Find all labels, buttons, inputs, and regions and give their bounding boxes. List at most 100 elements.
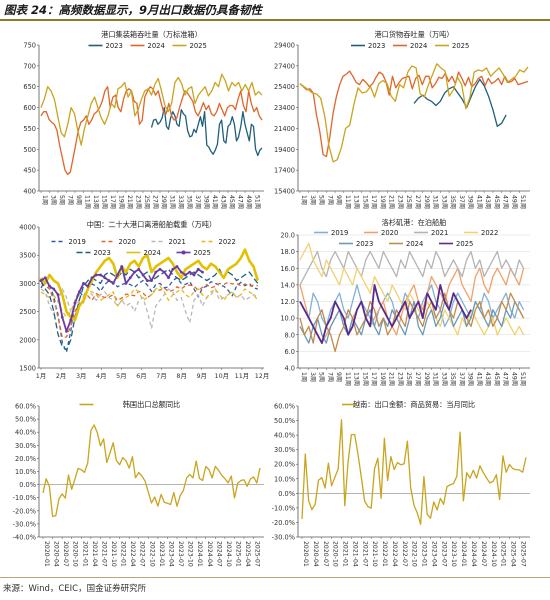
x-tick-label: 33周: [440, 372, 447, 386]
chart-title: 洛杉矶港：在泊船舶: [382, 218, 447, 227]
x-tick-label: 23周: [396, 195, 403, 209]
x-tick-label: 7周: [67, 195, 74, 205]
x-tick-label: 2024-01: [196, 541, 203, 567]
x-tick-label: 27周: [414, 195, 421, 209]
x-tick-label: 11周: [344, 195, 351, 209]
y-tick-label: -40.0%: [13, 534, 36, 542]
data-point: [124, 282, 128, 285]
y-tick-label: 4.0: [285, 365, 296, 373]
x-tick-label: 11周: [84, 195, 91, 209]
data-point: [145, 279, 149, 282]
x-tick-label: 25周: [405, 372, 412, 386]
y-tick-label: 550: [23, 125, 36, 133]
x-tick-label: 29周: [423, 195, 430, 209]
x-tick-label: 49周: [510, 372, 517, 386]
legend-label: 2025: [456, 240, 473, 248]
x-tick-label: 49周: [245, 195, 252, 209]
y-tick-label: 3500: [19, 252, 36, 260]
x-tick-label: 2021-01: [342, 541, 349, 567]
x-tick-label: 2025-04: [244, 541, 251, 567]
x-tick-label: 6月: [136, 372, 146, 380]
x-tick-label: 5周: [318, 195, 325, 205]
x-tick-label: 19周: [379, 372, 386, 386]
x-tick-label: 13周: [353, 372, 360, 386]
series-line-2024: [39, 248, 260, 322]
x-tick-label: 2025-04: [510, 541, 517, 567]
legend-label: 2019: [331, 229, 348, 237]
y-tick-label: 14.0: [280, 281, 295, 289]
data-point: [120, 265, 124, 268]
x-tick-label: 2021-10: [371, 541, 378, 567]
x-tick-label: 43周: [484, 195, 491, 209]
x-tick-label: 2020-04: [312, 541, 319, 567]
x-tick-label: 2024-01: [460, 541, 467, 567]
x-tick-label: 2024-04: [470, 541, 477, 567]
y-tick-label: 18.0: [280, 248, 295, 256]
x-tick-label: 2021-10: [110, 541, 117, 567]
series-line-2023: [413, 78, 507, 127]
y-tick-label: 20.0%: [274, 461, 295, 469]
x-tick-label: 2021-07: [100, 541, 107, 567]
series-line-2022: [299, 242, 525, 336]
y-tick-label: 450: [23, 167, 36, 175]
x-tick-label: 3周: [309, 195, 316, 205]
x-tick-label: 19周: [118, 195, 125, 209]
y-tick-label: 50.0%: [274, 417, 295, 425]
legend-label: 2020: [381, 229, 398, 237]
x-tick-label: 2023-04: [430, 541, 437, 567]
legend-label: 2021: [431, 229, 448, 237]
x-tick-label: 2024-07: [215, 541, 222, 567]
x-tick-label: 41周: [475, 195, 482, 209]
x-tick-label: 37周: [458, 372, 465, 386]
x-tick-label: 2020-10: [72, 541, 79, 567]
y-tick-label: 21400: [274, 125, 295, 133]
legend-label: 2023: [94, 249, 111, 257]
legend-label: 2023: [356, 240, 373, 248]
legend-label: 2024: [144, 249, 161, 257]
x-tick-label: 27周: [152, 195, 159, 209]
y-tick-label: -30.0%: [13, 520, 36, 528]
x-tick-label: 17周: [109, 195, 116, 209]
x-tick-label: 29周: [160, 195, 167, 209]
x-tick-label: 2023-10: [450, 541, 457, 567]
x-tick-label: 2025-07: [254, 541, 261, 567]
x-tick-label: 4月: [96, 372, 106, 380]
x-tick-label: 37周: [194, 195, 201, 209]
x-tick-label: 31周: [432, 195, 439, 209]
y-tick-label: 600: [23, 104, 36, 112]
y-tick-label: 10.0%: [15, 468, 36, 476]
x-tick-label: 11周: [344, 372, 351, 386]
data-point: [116, 273, 119, 277]
x-tick-label: 2025-01: [234, 541, 241, 567]
series-line-2025: [299, 284, 472, 344]
x-tick-label: 23周: [135, 195, 142, 209]
y-tick-label: 1500: [19, 365, 36, 373]
x-tick-label: 17周: [370, 372, 377, 386]
x-tick-label: 33周: [440, 195, 447, 209]
x-tick-label: 35周: [449, 372, 456, 386]
y-tick-label: 12.0: [280, 298, 295, 306]
x-tick-label: 2023-10: [187, 541, 194, 567]
x-tick-label: 5周: [318, 372, 325, 382]
x-tick-label: 5月: [116, 372, 126, 380]
data-point: [73, 301, 77, 305]
x-tick-label: 35周: [186, 195, 193, 209]
figure-title-text: 高频数据显示，9月出口数据仍具备韧性: [58, 3, 263, 17]
series-line-2021: [40, 288, 259, 330]
x-tick-label: 2024-10: [490, 541, 497, 567]
x-tick-label: 5周: [58, 195, 65, 205]
data-point: [133, 270, 136, 274]
series-line-2023: [299, 300, 525, 344]
title-rule: [0, 19, 550, 21]
series-line-2024: [299, 70, 529, 158]
data-point: [56, 293, 60, 297]
x-tick-label: 7周: [326, 372, 333, 382]
x-tick-label: 33周: [177, 195, 184, 209]
x-tick-label: 31周: [169, 195, 176, 209]
series-line-2020: [40, 281, 258, 339]
x-tick-label: 2020-10: [332, 541, 339, 567]
x-tick-label: 2024-07: [480, 541, 487, 567]
x-tick-label: 21周: [126, 195, 133, 209]
legend-label: 2024: [406, 240, 423, 248]
x-tick-label: 1周: [300, 372, 307, 382]
